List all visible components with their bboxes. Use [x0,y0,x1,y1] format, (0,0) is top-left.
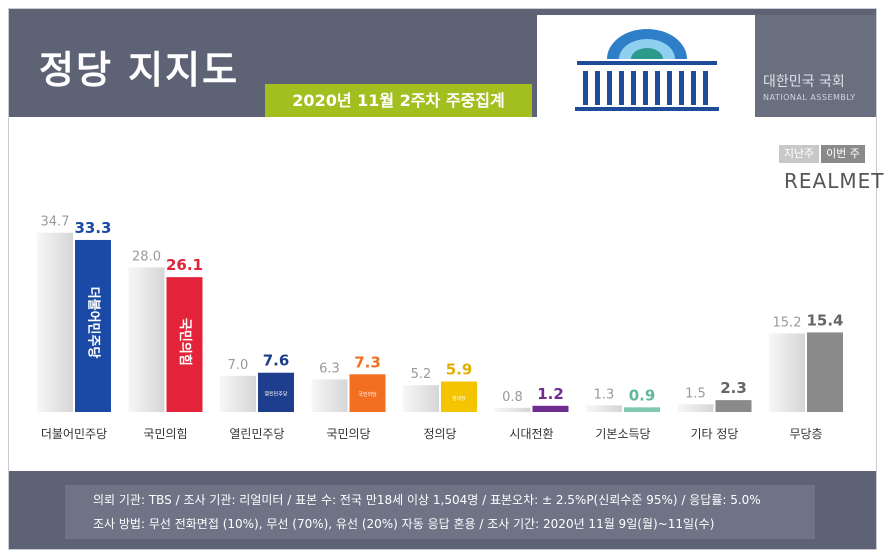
legend-this-week: 이번 주 [821,145,865,163]
infographic-frame: 정당 지지도 2020년 11월 2주차 주중집계 대한민국 국 [8,8,885,550]
category-label: 시대전환 [509,427,553,441]
data-label-curr: 1.2 [537,385,564,403]
category-label: 기본소득당 [595,427,650,441]
party-logo-label: 더불어민주당 [86,287,102,359]
category-label: 정의당 [423,427,456,441]
org-name-english: NATIONAL ASSEMBLY [763,93,856,102]
data-label-prev: 5.2 [411,367,432,382]
survey-period-badge: 2020년 11월 2주차 주중집계 [265,84,532,117]
category-label: 열린민주당 [229,427,284,441]
data-label-curr: 7.6 [263,352,290,370]
data-label-prev: 7.0 [228,358,249,373]
party-logo-label: 열린민주당 [264,390,287,397]
data-label-curr: 7.3 [354,353,381,371]
footer-panel [65,485,815,539]
bar-this-week [807,332,843,412]
bar-this-week [715,400,752,412]
header-band: 정당 지지도 2020년 11월 2주차 주중집계 대한민국 국 [9,9,876,117]
party-logo-label: 국민의힘 [177,318,193,366]
data-label-prev: 28.0 [132,249,161,264]
bar-prev-week [403,385,439,412]
data-label-curr: 15.4 [806,311,843,329]
data-label-curr: 0.9 [629,386,656,404]
data-label-prev: 0.8 [502,390,523,405]
organization-block: 대한민국 국회 NATIONAL ASSEMBLY [755,15,876,117]
data-label-prev: 6.3 [319,361,340,376]
bar-this-week [166,277,203,412]
bar-this-week [349,374,386,412]
data-label-curr: 2.3 [720,379,747,397]
brand-logo-text: REALMETER [784,169,885,193]
data-label-curr: 26.1 [166,256,203,274]
bar-prev-week [494,407,531,412]
data-label-prev: 34.7 [41,215,70,230]
national-assembly-logo [537,15,755,117]
party-logo-label: 정의당 [452,395,466,402]
bar-this-week [75,239,111,412]
category-label: 무당층 [789,427,822,441]
category-label: 기타 정당 [691,427,739,441]
bar-this-week [532,405,569,412]
category-label: 더불어민주당 [41,427,107,441]
data-label-prev: 15.2 [773,315,802,330]
footer-band: 의뢰 기관: TBS / 조사 기관: 리얼미터 / 표본 수: 전국 만18세… [9,471,876,549]
category-label: 국민의힘 [143,427,187,441]
org-name-korean: 대한민국 국회 [763,74,845,90]
data-label-prev: 1.5 [685,386,706,401]
assembly-building-icon [575,29,719,111]
page-title: 정당 지지도 [39,48,240,92]
bar-prev-week [311,379,348,412]
bar-prev-week [37,232,73,412]
category-label: 국민의당 [326,427,370,441]
bar-this-week [258,372,294,412]
party-logo-label: 국민의당 [358,391,377,398]
bar-prev-week [220,375,256,412]
survey-info-line-1: 의뢰 기관: TBS / 조사 기관: 리얼미터 / 표본 수: 전국 만18세… [93,493,761,507]
bar-this-week [441,381,477,412]
bar-prev-week [128,267,165,412]
bar-prev-week [769,333,805,412]
survey-info-line-2: 조사 방법: 무선 전화면접 (10%), 무선 (70%), 유선 (20%)… [93,517,715,531]
data-label-prev: 1.3 [594,387,615,402]
data-label-curr: 5.9 [446,361,473,379]
bar-this-week [624,407,660,412]
bar-prev-week [677,404,714,412]
data-label-curr: 33.3 [74,219,111,237]
bar-prev-week [586,405,622,412]
legend-prev-week: 지난주 [779,145,819,163]
